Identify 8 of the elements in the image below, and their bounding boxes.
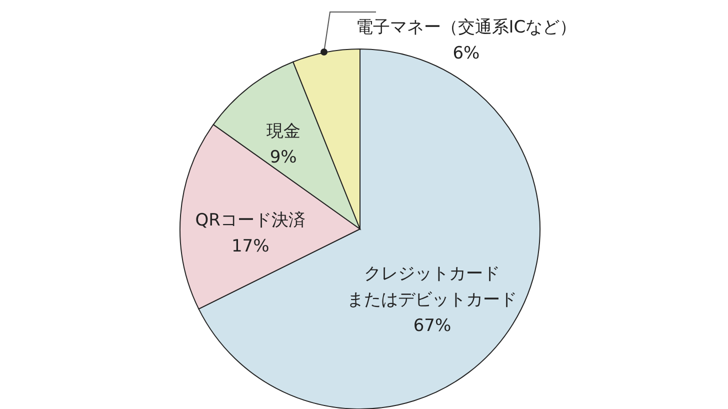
data-label: 9% — [270, 148, 297, 168]
data-label: 6% — [452, 44, 480, 64]
slice-label: 現金 — [266, 122, 300, 142]
data-label: 17% — [231, 236, 270, 256]
data-label: 67% — [413, 316, 452, 336]
slice-label: クレジットカードまたはデビットカード — [347, 264, 518, 310]
slice-label: QRコード決済 — [195, 210, 306, 230]
slice-label: 電子マネー（交通系ICなど） — [356, 18, 577, 38]
